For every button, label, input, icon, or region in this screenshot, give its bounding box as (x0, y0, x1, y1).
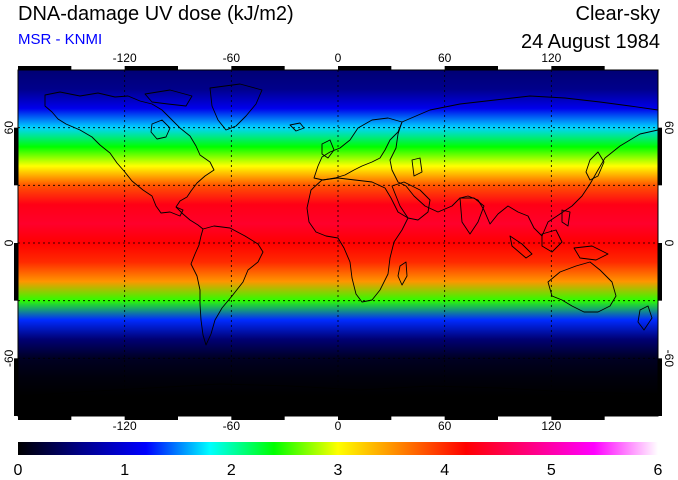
south-america-coastline (190, 225, 264, 346)
lon-tick-label-bottom: 60 (438, 419, 452, 433)
frame-tick-segment (14, 243, 18, 301)
gridlines (18, 70, 658, 416)
tick-labels: -120 -120 -60 -60 0 0 60 60 120 120 60 60 0 0 -60 -60 (2, 51, 676, 433)
north-america-coastline (44, 91, 215, 217)
asia-coastline (389, 95, 658, 237)
frame-ticks (14, 66, 662, 420)
frame-tick-segment (444, 416, 498, 420)
japan-coastline (585, 151, 605, 181)
frame-tick-segment (338, 416, 392, 420)
lon-tick-label-top: 0 (335, 51, 342, 65)
lat-tick-label-left: 60 (2, 121, 16, 135)
source-label: MSR - KNMI (18, 31, 103, 48)
frame-tick-segment (14, 127, 18, 186)
frame-tick-segment (551, 416, 605, 420)
colorbar-labels: 0 1 2 3 4 5 6 (14, 462, 663, 479)
date-label: 24 August 1984 (520, 31, 660, 53)
sky-condition-label: Clear-sky (575, 3, 660, 25)
lon-tick-label-bottom: -60 (223, 419, 241, 433)
colorbar-tick-label: 6 (654, 462, 663, 479)
frame-tick-segment (551, 66, 605, 70)
frame-tick-segment (18, 416, 72, 420)
lon-tick-label-top: -120 (113, 51, 137, 65)
lon-tick-label-bottom: 120 (541, 419, 561, 433)
lon-tick-label-bottom: 0 (335, 419, 342, 433)
antarctica-coastline (18, 383, 658, 397)
frame-tick-segment (18, 66, 72, 70)
frame-tick-segment (658, 127, 662, 186)
lon-tick-label-top: -60 (223, 51, 241, 65)
madagascar-coastline (397, 261, 408, 286)
colorbar-tick-label: 0 (14, 462, 23, 479)
british-isles-coastline (321, 139, 335, 159)
map-panel (14, 66, 662, 420)
arabia-coastline (391, 181, 431, 221)
colorbar-tick-label: 1 (120, 462, 129, 479)
frame-tick-segment (14, 358, 18, 416)
new-zealand-coastline (637, 305, 653, 331)
lon-tick-label-top: 120 (541, 51, 561, 65)
india-coastline (459, 197, 485, 235)
frame-tick-segment (231, 66, 285, 70)
central-america-coastline (175, 206, 204, 230)
frame-tick-segment (124, 66, 178, 70)
lat-tick-label-left: -60 (2, 349, 16, 367)
lat-tick-label-left: 0 (2, 239, 16, 246)
frame-tick-segment (338, 66, 392, 70)
frame-tick-segment (658, 243, 662, 301)
frame-tick-segment (124, 416, 178, 420)
colorbar-tick-label: 2 (227, 462, 236, 479)
chart-title: DNA-damage UV dose (kJ/m2) (18, 3, 294, 25)
colorbar-tick-label: 4 (440, 462, 449, 479)
lon-tick-label-top: 60 (438, 51, 452, 65)
lat-tick-label-right: 60 (662, 121, 676, 135)
colorbar-tick-label: 5 (547, 462, 556, 479)
new-guinea-coastline (573, 245, 609, 261)
frame-tick-segment (444, 66, 498, 70)
hudson-bay (150, 119, 171, 140)
africa-coastline (306, 177, 409, 303)
colorbar-ramp (18, 442, 658, 455)
caspian-sea (411, 157, 423, 177)
philippines-coastline (561, 209, 571, 227)
frame-tick-segment (231, 416, 285, 420)
greenland-coastline (209, 83, 263, 131)
lon-tick-label-bottom: -120 (113, 419, 137, 433)
lat-tick-label-right: 0 (662, 240, 676, 247)
lat-tick-label-right: -60 (662, 350, 676, 368)
arctic-islands-coastline (144, 89, 193, 107)
colorbar-tick-label: 3 (334, 462, 343, 479)
frame-tick-segment (658, 358, 662, 416)
borneo-coastline (541, 229, 563, 253)
colorbar: 0 1 2 3 4 5 6 (14, 442, 663, 479)
